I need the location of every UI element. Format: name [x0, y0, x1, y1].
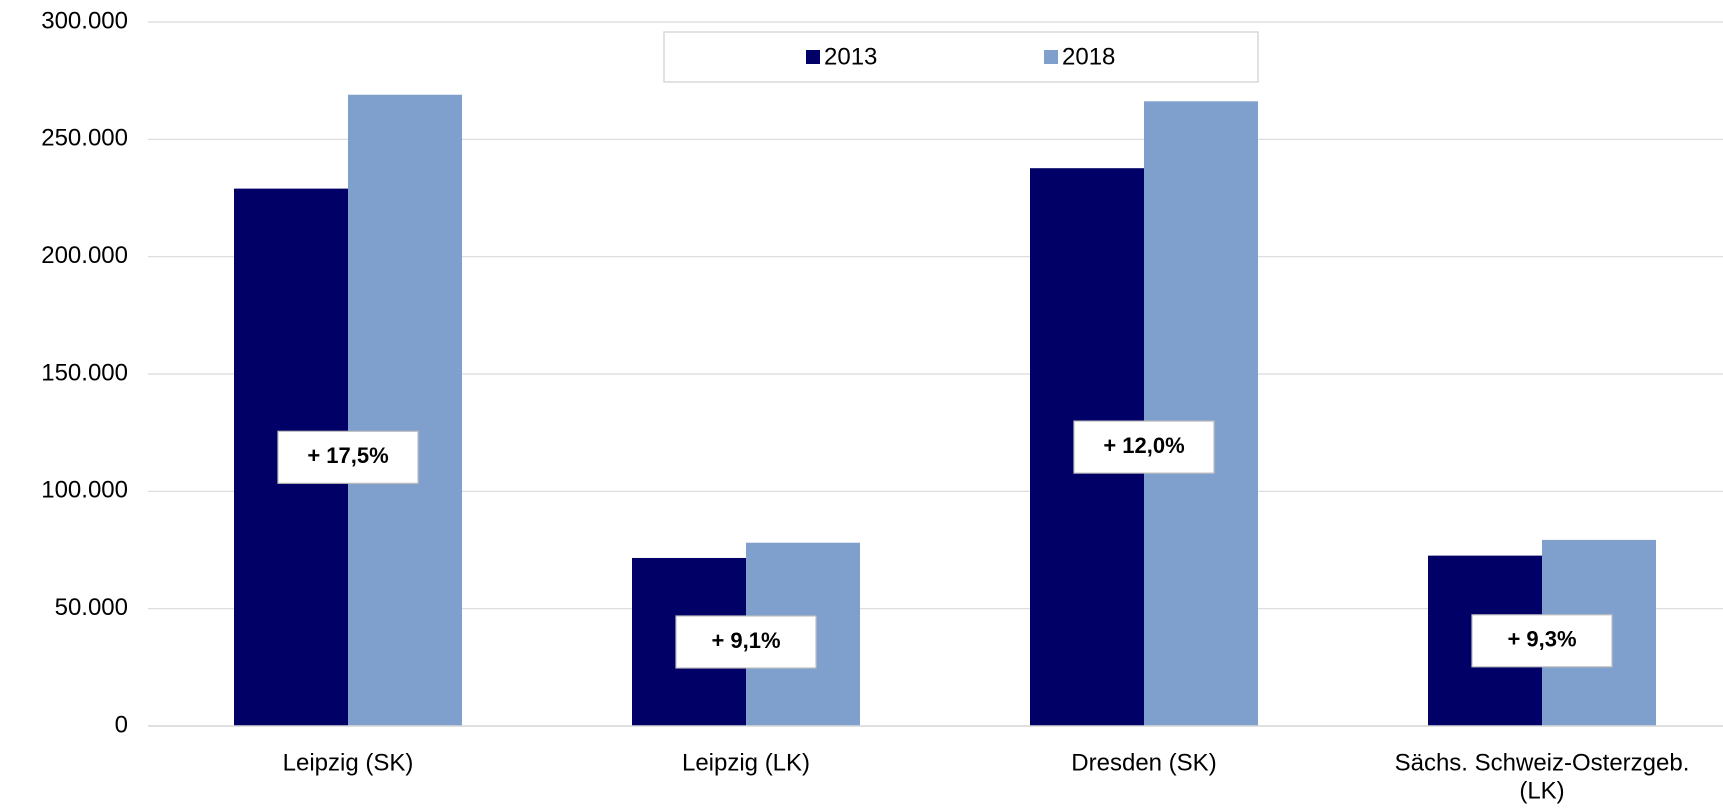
y-tick-label: 0 — [115, 711, 128, 738]
legend-swatch — [806, 50, 820, 64]
legend-swatch — [1044, 50, 1058, 64]
bar — [1144, 101, 1258, 727]
y-tick-label: 150.000 — [41, 359, 128, 386]
legend-label: 2013 — [824, 43, 877, 70]
annotation: + 9,3% — [1507, 627, 1576, 652]
y-tick-label: 300.000 — [41, 7, 128, 34]
y-tick-label: 50.000 — [55, 594, 128, 621]
legend-box — [663, 31, 1259, 83]
x-tick-label: (LK) — [1519, 777, 1564, 804]
x-tick-label: Leipzig (SK) — [283, 749, 414, 776]
annotation: + 17,5% — [307, 443, 388, 468]
y-tick-label: 200.000 — [41, 242, 128, 269]
x-tick-label: Dresden (SK) — [1071, 749, 1216, 776]
bar — [348, 94, 462, 727]
annotation-box — [1073, 420, 1215, 474]
y-tick-label: 100.000 — [41, 477, 128, 504]
legend-label: 2018 — [1062, 43, 1115, 70]
annotation-box — [277, 430, 419, 484]
x-tick-label: Sächs. Schweiz-Osterzgeb. — [1395, 749, 1690, 776]
x-tick-label: Leipzig (LK) — [682, 749, 810, 776]
annotation-box — [1471, 614, 1613, 668]
annotation-box — [675, 615, 817, 669]
annotation: + 9,1% — [711, 628, 780, 653]
y-tick-label: 250.000 — [41, 125, 128, 152]
annotation: + 12,0% — [1103, 433, 1184, 458]
